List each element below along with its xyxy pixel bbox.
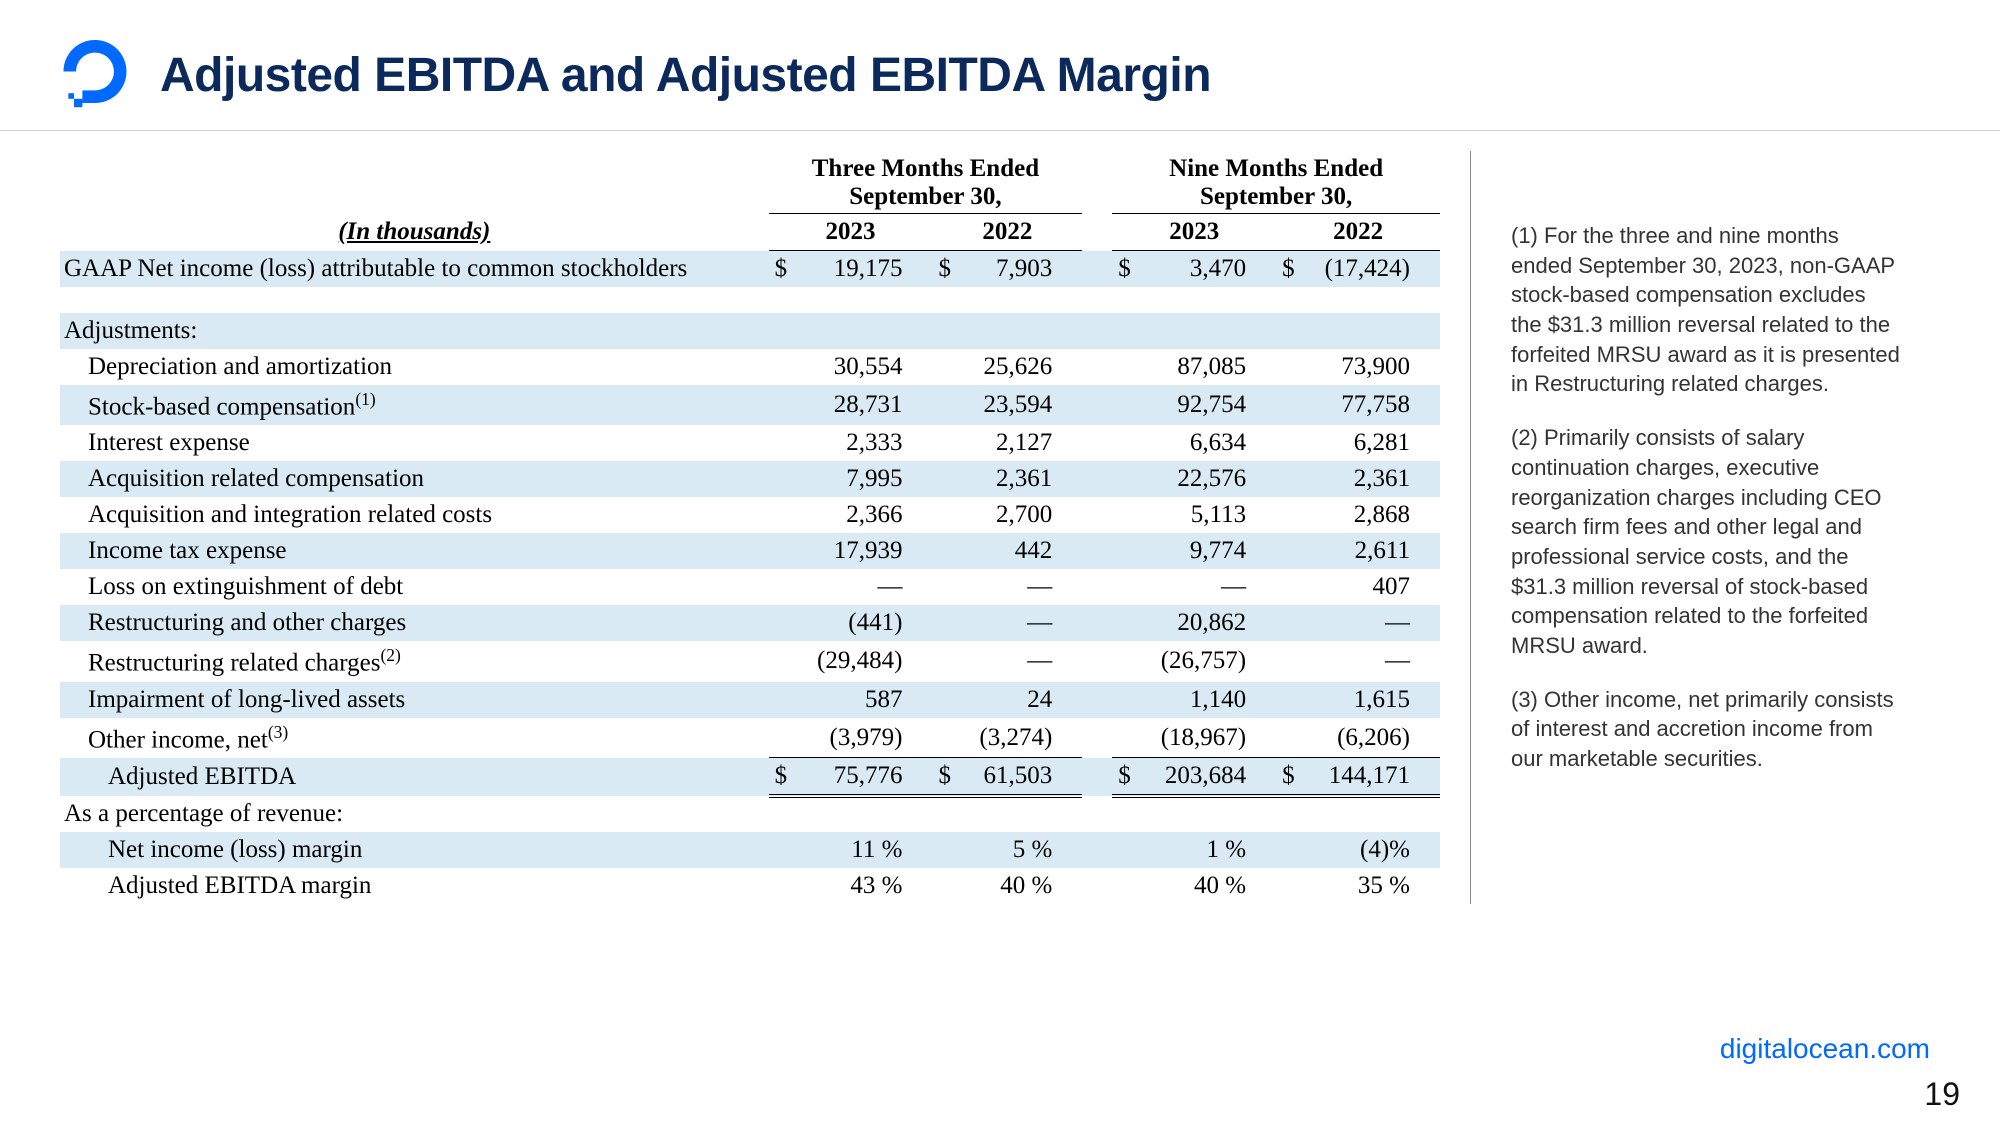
table-row: Loss on extinguishment of debt———407 (60, 569, 1440, 605)
footnote: (3) Other income, net primarily consists… (1511, 685, 1900, 774)
table-row: Adjustments: (60, 313, 1440, 349)
table-row: Net income (loss) margin11 %5 %1 %(4)% (60, 832, 1440, 868)
table-row: Interest expense2,3332,1276,6346,281 (60, 425, 1440, 461)
table-row: Acquisition and integration related cost… (60, 497, 1440, 533)
table-row: Impairment of long-lived assets587241,14… (60, 682, 1440, 718)
ebitda-table: Three Months EndedSeptember 30,Nine Mont… (60, 151, 1440, 904)
table-row: As a percentage of revenue: (60, 796, 1440, 832)
table-row: Restructuring related charges(2)(29,484)… (60, 641, 1440, 681)
table-row: Other income, net(3)(3,979)(3,274)(18,96… (60, 718, 1440, 758)
table-row: Adjusted EBITDA$75,776$61,503$203,684$14… (60, 758, 1440, 797)
table-row: Stock-based compensation(1)28,73123,5949… (60, 385, 1440, 425)
slide-title: Adjusted EBITDA and Adjusted EBITDA Marg… (160, 48, 1211, 103)
table-row: GAAP Net income (loss) attributable to c… (60, 251, 1440, 288)
digitalocean-logo-icon (60, 40, 130, 110)
slide-header: Adjusted EBITDA and Adjusted EBITDA Marg… (0, 0, 2000, 131)
footer-link[interactable]: digitalocean.com (1720, 1033, 1930, 1065)
table-row: Adjusted EBITDA margin43 %40 %40 %35 % (60, 868, 1440, 904)
footnotes-area: (1) For the three and nine months ended … (1470, 151, 1940, 904)
page-number: 19 (1924, 1076, 1960, 1113)
slide-content: Three Months EndedSeptember 30,Nine Mont… (0, 131, 2000, 904)
footnote: (2) Primarily consists of salary continu… (1511, 423, 1900, 661)
table-row: Acquisition related compensation7,9952,3… (60, 461, 1440, 497)
financial-table-area: Three Months EndedSeptember 30,Nine Mont… (60, 151, 1440, 904)
table-row (60, 287, 1440, 313)
table-header: Three Months EndedSeptember 30,Nine Mont… (60, 151, 1440, 251)
table-row: Income tax expense17,9394429,7742,611 (60, 533, 1440, 569)
table-row: Restructuring and other charges(441)—20,… (60, 605, 1440, 641)
table-body: GAAP Net income (loss) attributable to c… (60, 251, 1440, 905)
footnote: (1) For the three and nine months ended … (1511, 221, 1900, 399)
table-row: Depreciation and amortization30,55425,62… (60, 349, 1440, 385)
